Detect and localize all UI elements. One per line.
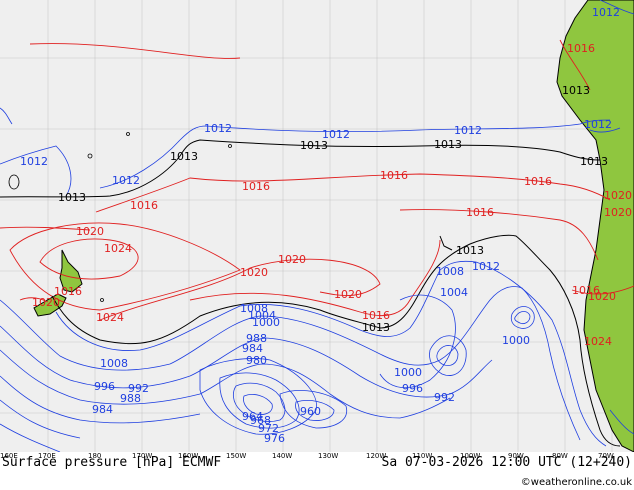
isobar-label: 1016 [380,169,408,182]
isobar-label: 996 [94,380,115,393]
isobar-label: 1013 [434,138,462,151]
isobar-label: 1020 [604,206,632,219]
isobar-label: 984 [92,403,113,416]
valid-time: Sa 07-03-2026 12:00 UTC (12+240) [382,455,632,470]
isobar-label: 1020 [278,253,306,266]
isobar-label: 1016 [362,309,390,322]
longitude-tick: 130W [318,452,338,460]
isobar-label: 1020 [604,189,632,202]
isobar-label: 1012 [584,118,612,131]
isobar-label: 1008 [100,357,128,370]
isobar-label: 968 [250,414,271,427]
isobar-label: 1024 [96,311,124,324]
isobar-label: 1013 [170,150,198,163]
isobar-label: 1020 [334,288,362,301]
north-island-nz [59,249,83,293]
isobar-label: 1013 [58,191,86,204]
isobar-label: 1020 [32,296,60,309]
reference-isobar-labels: 1013 1013 1013 1013 1013 1013 1013 1013 [58,84,608,334]
longitude-tick: 170W [132,452,152,460]
isobar-label: 1020 [76,225,104,238]
high-isobar-labels: 1016 1016 1016 1016 1016 1016 1016 1016 … [32,42,632,348]
map-title: Surface pressure [hPa] ECMWF [2,455,221,470]
isobar-label: 1013 [300,139,328,152]
longitude-tick: 180 [88,452,101,460]
isobar-label: 1016 [466,206,494,219]
isobar-label: 972 [258,422,279,435]
isobar-label: 1013 [456,244,484,257]
isobar-label: 1012 [472,260,500,273]
isobar-label: 964 [242,410,263,423]
low-pressure-isobars [0,0,634,453]
islands [8,132,232,302]
site-credit: ©weatheronline.co.uk [521,477,632,488]
isobar-label: 1016 [54,285,82,298]
isobar-label: 1012 [204,122,232,135]
isobar-label: 1024 [584,335,612,348]
isobar-label: 1012 [112,174,140,187]
isobar-label: 1024 [104,242,132,255]
isobar-label: 996 [402,382,423,395]
isobar-label: 1016 [130,199,158,212]
isobar-label: 1000 [394,366,422,379]
low-isobar-labels: 1012 1012 1012 1012 1012 1012 1012 1012 … [20,6,620,445]
longitude-tick: 150W [226,452,246,460]
longitude-tick: 80W [552,452,568,460]
isobar-label: 984 [242,342,263,355]
longitude-tick: 160E [0,452,18,460]
isobar-label: 1012 [592,6,620,19]
isobar-label: 980 [246,354,267,367]
isobar-label: 1012 [20,155,48,168]
south-america-land [556,0,634,453]
footer-strip [0,452,634,490]
isobar-label: 992 [128,382,149,395]
isobar-label: 1008 [240,302,268,315]
isobar-label: 1000 [502,334,530,347]
isobar-label: 988 [246,332,267,345]
isobar-label: 1004 [248,309,276,322]
longitude-tick: 140W [272,452,292,460]
isobar-label: 992 [434,391,455,404]
longitude-tick: 170E [38,452,56,460]
isobar-label: 1004 [440,286,468,299]
isobar-label: 1012 [454,124,482,137]
isobar-label: 960 [300,405,321,418]
isobar-label: 988 [120,392,141,405]
longitude-tick: 120W [366,452,386,460]
longitude-tick: 110W [412,452,432,460]
high-pressure-isobars [0,39,634,321]
reference-isobars [0,139,621,447]
ocean-area [0,0,634,452]
isobar-label: 1016 [567,42,595,55]
isobar-label: 1013 [562,84,590,97]
isobar-label: 1013 [580,155,608,168]
longitude-tick: 160W [178,452,198,460]
isobar-label: 976 [264,432,285,445]
isobar-label: 1020 [240,266,268,279]
isobar-label: 1000 [252,316,280,329]
isobar-label: 1016 [242,180,270,193]
longitude-tick: 90W [508,452,524,460]
longitude-tick: 100W [460,452,480,460]
longitude-ticks: 160E 170E 180 170W 160W 150W 140W 130W 1… [0,452,614,460]
isobar-label: 1016 [572,284,600,297]
isobar-label: 1013 [362,321,390,334]
isobar-label: 1012 [322,128,350,141]
longitude-tick: 70W [598,452,614,460]
isobar-label: 1008 [436,265,464,278]
isobar-label: 1020 [588,290,616,303]
isobar-label: 1016 [524,175,552,188]
